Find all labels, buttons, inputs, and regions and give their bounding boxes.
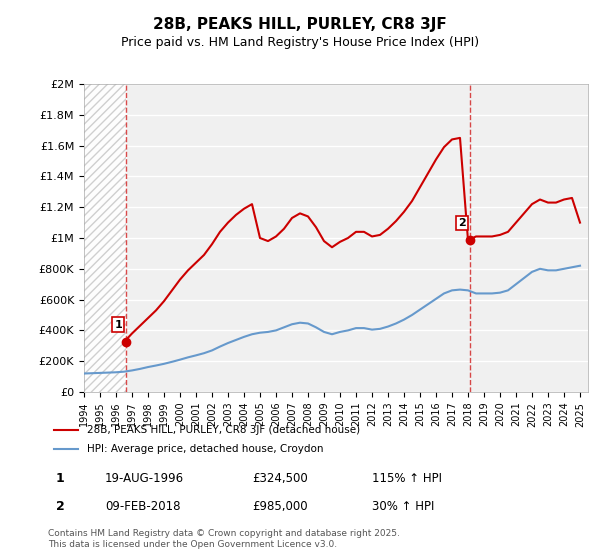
Text: 2: 2 [458,218,466,228]
Text: 28B, PEAKS HILL, PURLEY, CR8 3JF (detached house): 28B, PEAKS HILL, PURLEY, CR8 3JF (detach… [87,424,360,435]
Text: Contains HM Land Registry data © Crown copyright and database right 2025.
This d: Contains HM Land Registry data © Crown c… [48,529,400,549]
Text: 28B, PEAKS HILL, PURLEY, CR8 3JF: 28B, PEAKS HILL, PURLEY, CR8 3JF [153,17,447,32]
Text: 19-AUG-1996: 19-AUG-1996 [105,472,184,486]
Text: £324,500: £324,500 [252,472,308,486]
Text: 09-FEB-2018: 09-FEB-2018 [105,500,181,514]
Bar [84,84,126,392]
Text: 115% ↑ HPI: 115% ↑ HPI [372,472,442,486]
Bar [84,84,126,392]
Bar [84,84,126,392]
Text: £985,000: £985,000 [252,500,308,514]
Text: Price paid vs. HM Land Registry's House Price Index (HPI): Price paid vs. HM Land Registry's House … [121,36,479,49]
Text: 30% ↑ HPI: 30% ↑ HPI [372,500,434,514]
Text: 1: 1 [56,472,64,486]
Text: 1: 1 [114,320,122,330]
Text: 2: 2 [56,500,64,514]
Text: HPI: Average price, detached house, Croydon: HPI: Average price, detached house, Croy… [87,445,323,455]
